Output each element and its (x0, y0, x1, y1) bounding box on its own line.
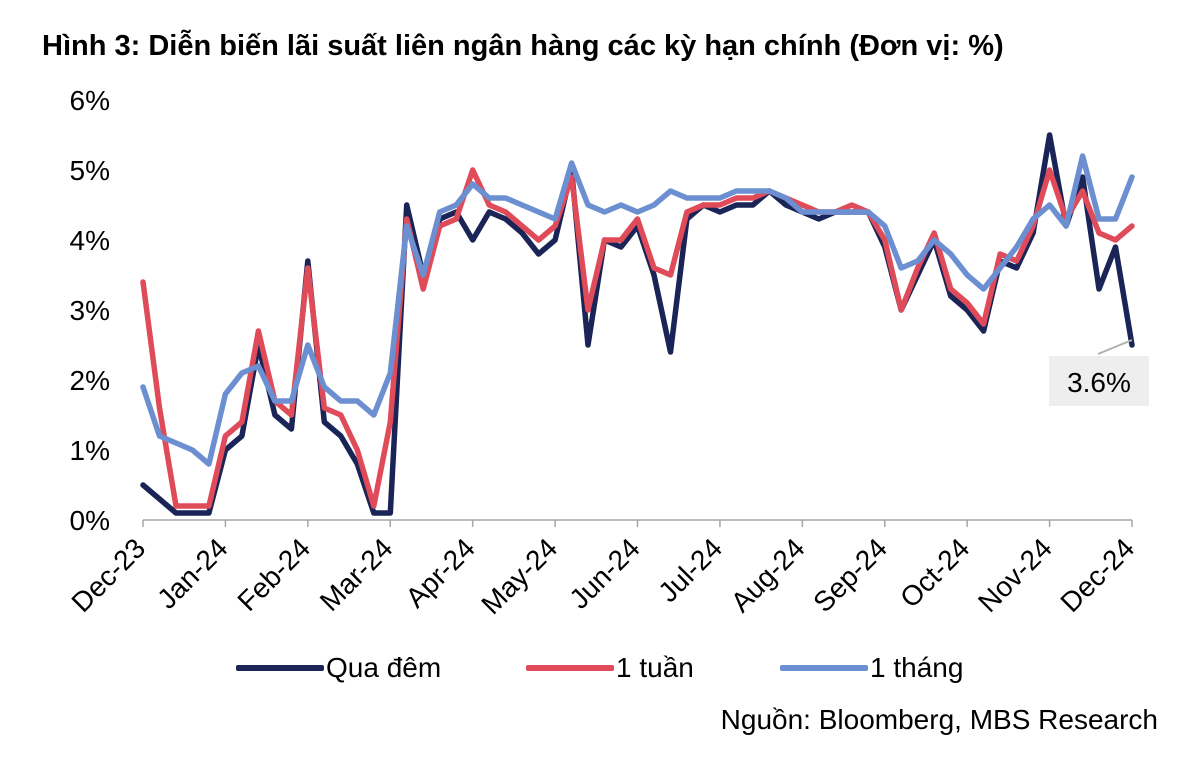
x-tick-label: Dec-23 (65, 532, 151, 618)
y-tick-label: 0% (70, 505, 110, 536)
x-tick-label: Jun-24 (563, 532, 645, 614)
legend-item-1-thang: 1 tháng (780, 646, 963, 690)
legend-swatch-1-thang (780, 665, 868, 671)
annotation-label: 3.6% (1067, 367, 1131, 398)
x-tick-label: Nov-24 (972, 532, 1058, 618)
annotation-layer: 3.6% (1049, 339, 1149, 406)
legend-label-1-thang: 1 tháng (870, 652, 964, 683)
legend-item-qua-dem: Qua đêm (236, 646, 441, 690)
x-tick-label: Sep-24 (807, 532, 893, 618)
y-tick-label: 2% (70, 365, 110, 396)
y-tick-label: 5% (70, 155, 110, 186)
x-tick-label: Feb-24 (231, 532, 316, 617)
x-tick-label: Aug-24 (725, 532, 811, 618)
legend: Qua đêm 1 tuần 1 tháng (0, 646, 1200, 690)
legend-label-1-tuan: 1 tuần (616, 652, 694, 683)
chart-title: Hình 3: Diễn biến lãi suất liên ngân hàn… (42, 30, 1004, 62)
x-tick-label: Mar-24 (314, 532, 399, 617)
legend-swatch-qua-dem (236, 665, 324, 671)
series-lines (140, 132, 1135, 516)
source-note: Nguồn: Bloomberg, MBS Research (720, 704, 1158, 735)
y-tick-label: 1% (70, 435, 110, 466)
x-tick-label: Dec-24 (1054, 532, 1140, 618)
series-line-1 (140, 167, 1135, 509)
legend-item-1-tuan: 1 tuần (526, 646, 694, 690)
y-tick-label: 4% (70, 225, 110, 256)
x-tick-label: Jul-24 (652, 532, 728, 608)
annotation-box (1049, 356, 1149, 406)
series-line-2 (140, 153, 1135, 467)
y-tick-label: 6% (70, 85, 110, 116)
x-tick-label: Oct-24 (894, 532, 975, 613)
x-tick-label: May-24 (475, 532, 563, 620)
annotation-leader-line (1097, 339, 1133, 355)
x-tick-label: Apr-24 (400, 532, 481, 613)
legend-label-qua-dem: Qua đêm (326, 652, 442, 683)
legend-swatch-1-tuan (526, 665, 614, 671)
x-tick-label: Jan-24 (151, 532, 233, 614)
y-tick-label: 3% (70, 295, 110, 326)
